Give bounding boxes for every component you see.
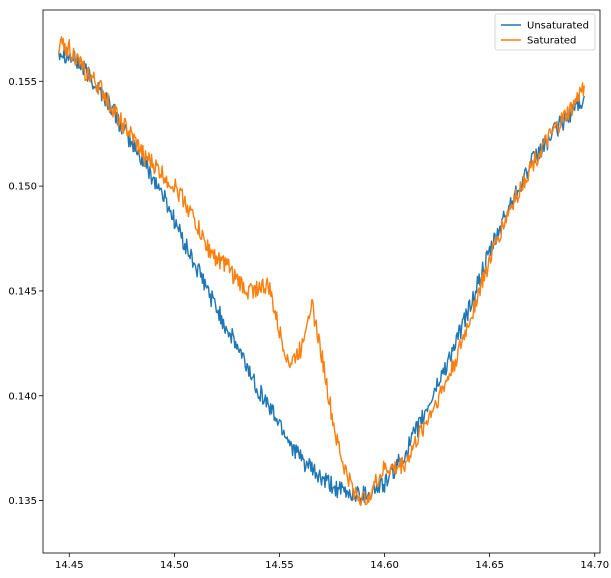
legend: Unsaturated Saturated	[494, 13, 596, 51]
x-tick-label: 14.60	[370, 560, 399, 571]
plot-frame	[42, 9, 601, 554]
legend-label: Unsaturated	[527, 21, 589, 32]
legend-label: Saturated	[527, 36, 576, 47]
plot-background	[43, 10, 600, 553]
y-axis: 0.135 0.140 0.145 0.150 0.155	[8, 77, 43, 507]
legend-box	[494, 13, 596, 51]
y-tick-label: 0.135	[8, 496, 37, 507]
x-tick-label: 14.65	[475, 560, 504, 571]
series-layer	[58, 36, 585, 506]
y-tick-label: 0.150	[8, 182, 37, 193]
y-tick-label: 0.140	[8, 391, 37, 402]
y-tick-label: 0.145	[8, 286, 37, 297]
y-tick-label: 0.155	[8, 77, 37, 88]
plot-area	[42, 9, 601, 554]
x-axis: 14.45 14.50 14.55 14.60 14.65 14.70	[55, 553, 609, 571]
x-tick-label: 14.70	[580, 560, 609, 571]
x-tick-label: 14.55	[265, 560, 294, 571]
x-tick-label: 14.50	[160, 560, 189, 571]
series-line-saturated	[58, 36, 585, 506]
x-tick-label: 14.45	[55, 560, 84, 571]
